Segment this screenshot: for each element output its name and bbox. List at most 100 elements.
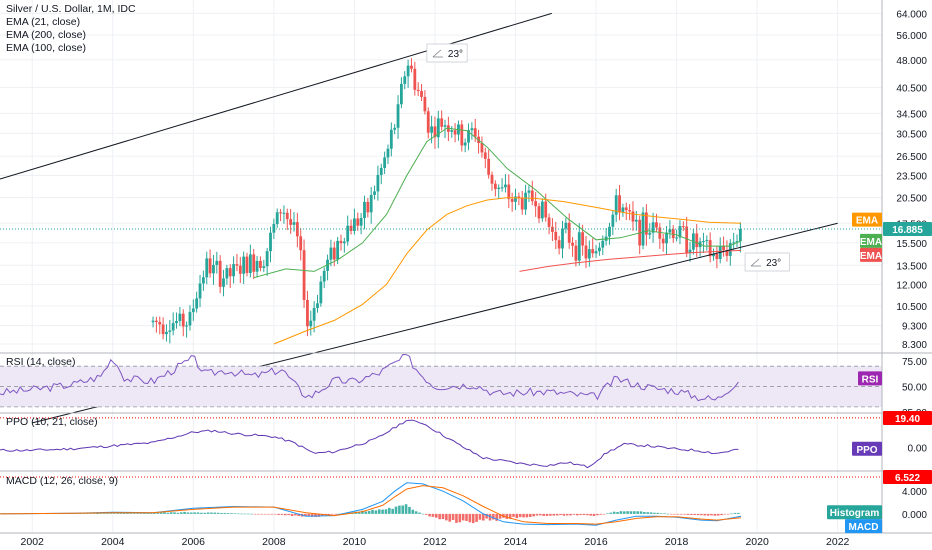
ppo-tick-label: 0.00 bbox=[908, 443, 928, 454]
candle-body bbox=[265, 251, 269, 267]
candle-body bbox=[601, 240, 605, 248]
histogram-bar bbox=[290, 513, 294, 516]
rsi-panel[interactable] bbox=[0, 353, 882, 408]
histogram-bar bbox=[213, 512, 217, 514]
candle-body bbox=[178, 313, 182, 322]
histogram-bar bbox=[639, 511, 643, 514]
candle-body bbox=[329, 247, 333, 260]
histogram-bar bbox=[589, 513, 592, 516]
macd-legend: MACD (12, 26, close, 9) bbox=[6, 475, 118, 488]
histogram-bar bbox=[626, 511, 629, 514]
price-panel[interactable]: 23° 23° bbox=[0, 12, 882, 424]
last-price-tag: 16.885 bbox=[892, 225, 923, 236]
candle-body bbox=[175, 321, 178, 324]
candle-body bbox=[715, 253, 719, 260]
candle-body bbox=[208, 258, 212, 274]
candle-body bbox=[453, 130, 457, 135]
histogram-bar bbox=[428, 513, 431, 517]
candle-body bbox=[644, 212, 648, 235]
histogram-bar bbox=[186, 512, 190, 514]
histogram-bar bbox=[260, 513, 264, 515]
candle-body bbox=[675, 237, 679, 239]
candle-body bbox=[299, 236, 303, 251]
macd-legend-text: MACD (12, 26, close, 9) bbox=[6, 475, 119, 487]
histogram-bar bbox=[132, 513, 136, 514]
candle-body bbox=[571, 242, 574, 246]
candle-body bbox=[621, 207, 625, 213]
macd-panel[interactable] bbox=[0, 476, 882, 526]
candle-body bbox=[702, 241, 705, 243]
ema-line bbox=[273, 197, 742, 345]
candle-body bbox=[631, 211, 635, 222]
candle-body bbox=[248, 254, 252, 273]
histogram-bar bbox=[451, 513, 455, 520]
macd-alert-tag: 6.522 bbox=[895, 473, 920, 484]
candle-body bbox=[460, 124, 464, 146]
candle-body bbox=[232, 264, 235, 277]
last-price-tag-bg bbox=[883, 222, 932, 237]
candle-body bbox=[574, 245, 578, 261]
price-legend: Silver / U.S. Dollar, 1M, IDC EMA (21, c… bbox=[6, 3, 136, 55]
candle-body bbox=[403, 76, 407, 84]
candle-body bbox=[608, 226, 611, 237]
candle-body bbox=[507, 184, 511, 199]
candle-body bbox=[440, 118, 444, 127]
histogram-bar bbox=[196, 512, 200, 514]
histogram-bar bbox=[163, 512, 166, 514]
candle-body bbox=[493, 183, 497, 190]
histogram-bar bbox=[247, 513, 250, 515]
trendline bbox=[0, 12, 552, 180]
histogram-bar bbox=[179, 512, 183, 514]
ema21-tag: EMA bbox=[860, 237, 882, 248]
histogram-bar bbox=[310, 513, 314, 517]
macd-line bbox=[0, 482, 742, 526]
histogram-bar bbox=[649, 512, 653, 514]
histogram-bar bbox=[394, 506, 398, 514]
histogram-bar bbox=[468, 513, 472, 523]
y-tick-label: 56.000 bbox=[896, 31, 927, 42]
histogram-bar bbox=[183, 511, 186, 514]
y-tick-label: 34.500 bbox=[896, 109, 927, 120]
ema-line bbox=[253, 127, 742, 279]
candle-body bbox=[651, 222, 655, 233]
angle-label-box bbox=[744, 252, 790, 272]
histogram-bar bbox=[669, 513, 673, 515]
y-tick-label: 64.000 bbox=[896, 9, 927, 20]
candle-body bbox=[188, 312, 192, 326]
candle-body bbox=[416, 89, 420, 92]
histogram-bar bbox=[391, 508, 394, 514]
candle-body bbox=[524, 192, 527, 210]
candle-body bbox=[554, 231, 558, 241]
histogram-bar bbox=[404, 504, 408, 514]
candle-body bbox=[634, 219, 638, 222]
histogram-bar bbox=[190, 512, 193, 514]
candle-body bbox=[517, 196, 521, 199]
histogram-bar bbox=[582, 513, 586, 516]
histogram-bar bbox=[515, 513, 519, 519]
histogram-bar bbox=[116, 513, 119, 514]
histogram-bar bbox=[361, 510, 364, 514]
candle-body bbox=[289, 219, 293, 225]
histogram-bar bbox=[381, 509, 384, 514]
candle-body bbox=[292, 222, 296, 225]
candle-body bbox=[272, 224, 276, 233]
ppo-panel[interactable] bbox=[0, 417, 882, 469]
histogram-bar bbox=[710, 513, 713, 516]
rsi-tick-label: 75.00 bbox=[902, 357, 927, 368]
angle-label-box bbox=[426, 43, 468, 63]
histogram-bar bbox=[619, 511, 623, 514]
histogram-bar bbox=[273, 513, 277, 515]
candle-body bbox=[433, 126, 437, 138]
histogram-bar bbox=[616, 512, 619, 514]
macd-tick-label: 0.000 bbox=[902, 510, 927, 521]
candle-body bbox=[671, 229, 675, 239]
candle-body bbox=[725, 250, 729, 256]
y-tick-label: 15.500 bbox=[896, 239, 927, 250]
y-tick-label: 20.500 bbox=[896, 194, 927, 205]
histogram-bar bbox=[663, 513, 666, 514]
candle-body bbox=[712, 253, 715, 257]
candle-body bbox=[413, 68, 417, 90]
histogram-bar bbox=[294, 513, 297, 516]
candle-body bbox=[738, 229, 742, 242]
